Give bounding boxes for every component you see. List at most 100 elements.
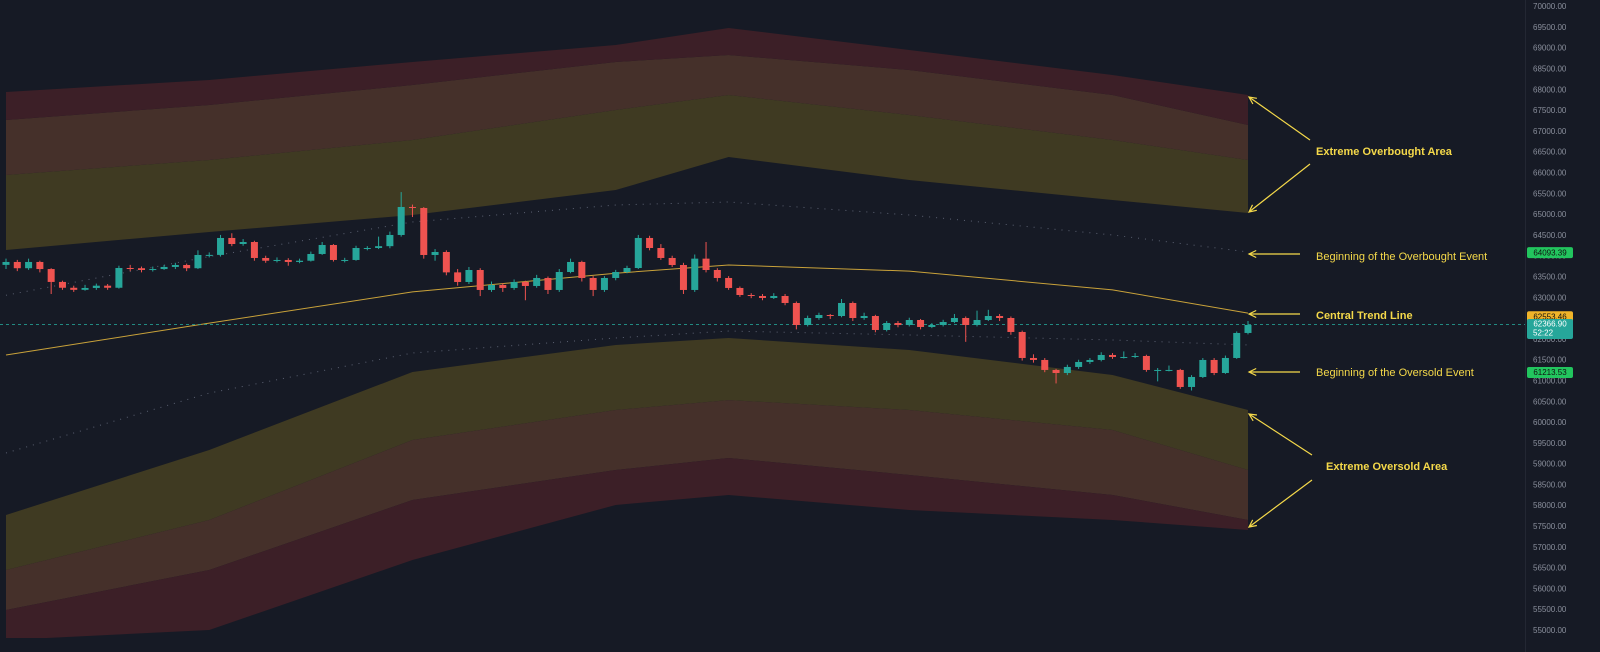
candle-body (600, 277, 608, 290)
candle-body (567, 261, 575, 272)
candle-body (521, 281, 529, 286)
candle-body (871, 316, 879, 330)
candle-body (465, 269, 473, 282)
candle-body (352, 247, 360, 260)
y-tick-label: 61500.00 (1533, 356, 1567, 365)
candle-body (363, 247, 371, 249)
y-tick-label: 56000.00 (1533, 584, 1567, 593)
candle-body (149, 269, 157, 271)
candle-body (217, 237, 225, 255)
candle-body (431, 251, 439, 255)
current-price-label: 62366.90 (1533, 320, 1567, 329)
candle-body (296, 260, 304, 262)
candle-body (1165, 369, 1173, 371)
candle-body (488, 284, 496, 290)
candle-body (589, 277, 597, 290)
candle-body (1007, 318, 1015, 332)
band-area (6, 457, 1248, 638)
y-tick-label: 69000.00 (1533, 44, 1567, 53)
candle-body (454, 272, 462, 282)
candle-body (284, 259, 292, 262)
candle-body (1142, 355, 1150, 370)
candle-body (736, 287, 744, 295)
annotation: Central Trend Line (1316, 310, 1413, 322)
arrow-head (1247, 204, 1257, 213)
candle-body (533, 277, 541, 286)
candle-body (476, 269, 484, 290)
y-tick-label: 60500.00 (1533, 397, 1567, 406)
candle-body (849, 302, 857, 319)
candle-body (962, 318, 970, 325)
candle-body (104, 285, 112, 288)
candle-body (375, 246, 383, 248)
candle-body (239, 242, 247, 245)
arrow-shaft (1248, 163, 1311, 213)
candle-body (668, 257, 676, 266)
candle-body (408, 206, 416, 208)
candle-body (883, 322, 891, 330)
candle-body (1188, 376, 1196, 387)
candle-body (386, 234, 394, 247)
y-tick-label: 55500.00 (1533, 605, 1567, 614)
candle-body (499, 284, 507, 288)
candle-body (996, 316, 1004, 319)
candle-body (194, 254, 202, 269)
candle-body (702, 258, 710, 270)
arrow-shaft (1248, 96, 1311, 141)
candle-body (1154, 369, 1162, 371)
y-tick-label: 58000.00 (1533, 501, 1567, 510)
annotation: Extreme Overbought Area (1316, 146, 1453, 158)
candle-body (341, 259, 349, 261)
candle-body (634, 237, 642, 269)
arrow-shaft (1248, 479, 1313, 528)
candle-body (92, 285, 100, 288)
candle-body (1233, 332, 1241, 358)
y-tick-label: 65500.00 (1533, 189, 1567, 198)
candle-body (1244, 324, 1252, 333)
arrow-head (1247, 249, 1257, 259)
y-tick-label: 63500.00 (1533, 272, 1567, 281)
candle-body (838, 302, 846, 317)
candle-body (894, 322, 902, 325)
candle-body (1063, 366, 1071, 373)
candle-body (25, 261, 33, 269)
candle-body (646, 237, 654, 248)
candle-body (770, 295, 778, 298)
candle-body (183, 265, 191, 269)
candle-body (1029, 357, 1037, 360)
candle-body (950, 318, 958, 322)
candle-body (205, 254, 213, 256)
candle-body (1221, 357, 1229, 373)
candle-body (115, 268, 123, 288)
candle-body (307, 253, 315, 261)
candle-body (1041, 359, 1049, 370)
candle-body (397, 206, 405, 235)
current-price-tag (1527, 318, 1573, 339)
price-tag-label: 62553.46 (1533, 312, 1567, 321)
candle-body (928, 324, 936, 327)
candle-body (228, 237, 236, 245)
candle-body (1199, 359, 1207, 377)
y-tick-label: 69500.00 (1533, 23, 1567, 32)
y-tick-label: 59500.00 (1533, 439, 1567, 448)
candle-body (826, 315, 834, 317)
band-area (6, 95, 1248, 250)
candle-body (126, 268, 134, 270)
y-tick-label: 62000.00 (1533, 335, 1567, 344)
price-tag-label: 61213.53 (1533, 368, 1567, 377)
candle-body (781, 295, 789, 303)
candle-body (679, 265, 687, 290)
candle-body (329, 245, 337, 260)
y-tick-label: 63000.00 (1533, 293, 1567, 302)
candle-body (804, 318, 812, 325)
candle-body (544, 277, 552, 290)
y-tick-label: 57000.00 (1533, 543, 1567, 552)
y-tick-label: 65000.00 (1533, 210, 1567, 219)
y-tick-label: 67000.00 (1533, 127, 1567, 136)
candle-body (612, 271, 620, 278)
candle-body (250, 242, 258, 258)
candle-body (318, 245, 326, 254)
candle-body (137, 268, 145, 270)
price-tag (1527, 247, 1573, 259)
